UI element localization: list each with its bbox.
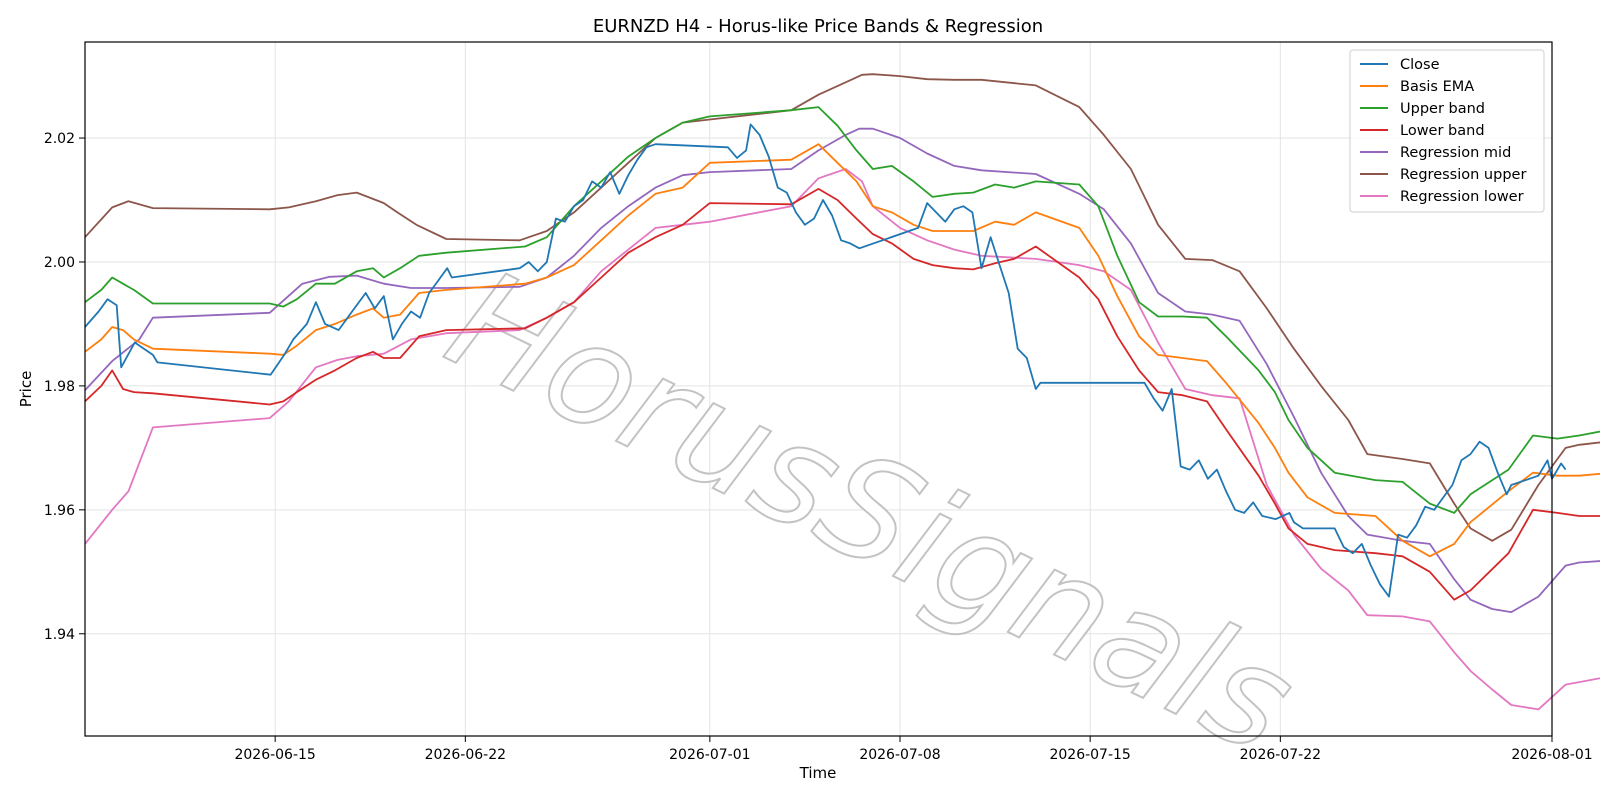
watermark: HorusSignals bbox=[425, 239, 1317, 786]
legend-label: Regression upper bbox=[1400, 167, 1526, 183]
y-tick-label: 2.00 bbox=[44, 255, 75, 271]
x-axis-label: Time bbox=[799, 764, 837, 782]
series-line-lower-band bbox=[84, 188, 1600, 601]
series-line-basis-ema bbox=[84, 143, 1600, 558]
series-line-regression-mid bbox=[84, 127, 1600, 613]
y-tick-label: 1.98 bbox=[44, 379, 75, 395]
legend: Close Basis EMA Upper band Lower band Regres… bbox=[1349, 49, 1545, 213]
series-line-upper-band bbox=[84, 106, 1600, 514]
y-axis: 1.94 1.96 1.98 2.00 2.02 bbox=[44, 131, 85, 643]
legend-label: Upper band bbox=[1400, 101, 1485, 117]
chart-title: EURNZD H4 - Horus-like Price Bands & Reg… bbox=[593, 16, 1043, 37]
series-line-regression-upper bbox=[84, 73, 1600, 542]
x-tick-label: 2026-08-01 bbox=[1511, 747, 1592, 763]
legend-label: Regression mid bbox=[1400, 145, 1511, 161]
y-axis-label: Price bbox=[17, 371, 35, 408]
x-axis: 2026-06-15 2026-06-22 2026-07-01 2026-07-08… bbox=[234, 736, 1593, 763]
x-tick-label: 2026-06-15 bbox=[234, 747, 315, 763]
legend-box bbox=[1349, 49, 1545, 213]
x-tick-label: 2026-07-01 bbox=[669, 747, 750, 763]
series-line-regression-lower bbox=[84, 168, 1600, 711]
y-tick-label: 1.96 bbox=[44, 503, 75, 519]
y-tick-label: 1.94 bbox=[44, 627, 75, 643]
x-tick-label: 2026-07-22 bbox=[1240, 747, 1321, 763]
y-tick-label: 2.02 bbox=[44, 131, 75, 147]
x-tick-label: 2026-07-08 bbox=[859, 747, 940, 763]
legend-label: Basis EMA bbox=[1400, 79, 1474, 95]
x-tick-label: 2026-06-22 bbox=[425, 747, 506, 763]
series-group bbox=[84, 73, 1600, 711]
x-tick-label: 2026-07-15 bbox=[1049, 747, 1130, 763]
series-line-close bbox=[84, 123, 1567, 598]
legend-label: Lower band bbox=[1400, 123, 1485, 139]
plot-frame bbox=[84, 41, 1553, 737]
legend-label: Regression lower bbox=[1400, 189, 1524, 205]
legend-label: Close bbox=[1400, 57, 1440, 73]
grid-lines bbox=[85, 42, 1553, 736]
